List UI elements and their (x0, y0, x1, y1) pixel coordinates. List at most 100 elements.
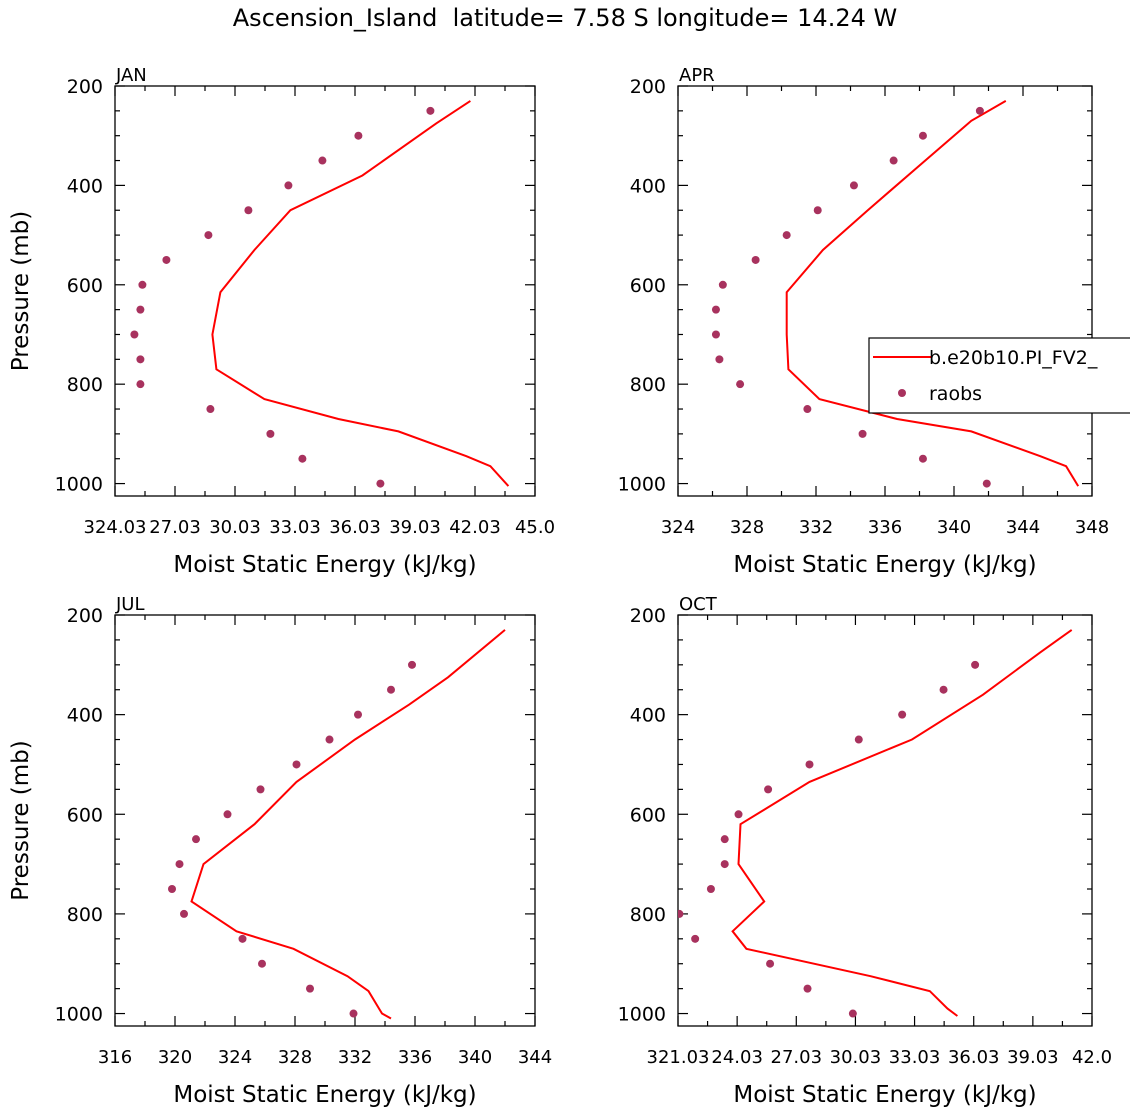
obs-point (256, 785, 265, 794)
legend-model-label: b.e20b10.PI_FV2_ (929, 347, 1098, 369)
y-axis-label: Pressure (mb) (8, 211, 34, 371)
y-tick-label: 600 (67, 275, 103, 297)
x-tick-label: 316 (98, 1047, 132, 1068)
x-tick-label: 328 (278, 1047, 312, 1068)
obs-point (849, 181, 858, 190)
x-tick-label: 320 (158, 1047, 192, 1068)
obs-point (168, 885, 176, 893)
panel-oct: 200 400 600 800 1000 321.03 24.03 27.03 30.03 33.… (618, 594, 1112, 1108)
obs-point (175, 860, 184, 869)
obs-point (764, 785, 773, 794)
x-tick-label: 340 (937, 517, 971, 538)
obs-point (238, 934, 247, 943)
y-tick-label: 600 (630, 275, 666, 297)
y-tick-label: 600 (630, 804, 666, 826)
y-tick-label: 800 (67, 374, 103, 396)
obs-point (982, 479, 991, 488)
x-axis-label: Moist Static Energy (kJ/kg) (733, 1082, 1036, 1108)
obs-point (138, 280, 147, 289)
obs-point (715, 355, 724, 364)
y-tick-label: 800 (630, 904, 666, 926)
obs-point (376, 479, 385, 488)
x-tick-label: 33.03 (269, 517, 321, 538)
y-tick-label: 1000 (55, 1004, 103, 1026)
obs-point (918, 454, 927, 463)
legend-obs-label: raobs (929, 383, 982, 405)
obs-point (782, 231, 791, 240)
obs-point (387, 685, 395, 694)
panel-jul: 200 400 600 800 1000 316 320 324 328 332 336 340 344… (8, 594, 552, 1108)
legend-box (868, 337, 1130, 414)
y-tick-label: 400 (67, 175, 103, 197)
obs-point (848, 1009, 857, 1018)
obs-point (318, 156, 327, 165)
plot-frame (677, 85, 1093, 497)
x-tick-label: 33.03 (889, 1047, 941, 1068)
x-axis-label: Moist Static Energy (kJ/kg) (173, 1082, 476, 1108)
obs-point (734, 810, 743, 819)
obs-point (898, 710, 907, 719)
panel-label: OCT (679, 594, 718, 615)
obs-point (325, 735, 334, 744)
x-tick-label: 344 (518, 1047, 552, 1068)
obs-point (718, 280, 727, 289)
obs-point (180, 909, 188, 918)
obs-point (803, 984, 812, 993)
obs-point (858, 429, 867, 438)
panel-apr: 200 400 600 800 1000 324 328 332 336 340 344 348 APR… (618, 65, 1130, 578)
obs-point (691, 934, 700, 943)
obs-point (136, 380, 145, 389)
y-tick-label: 1000 (55, 474, 103, 496)
y-axis-label: Pressure (mb) (8, 740, 34, 900)
obs-point (204, 231, 213, 240)
panel-label: APR (679, 65, 715, 86)
obs-point (678, 909, 684, 918)
x-tick-label: 332 (338, 1047, 372, 1068)
y-tick-label: 1000 (618, 1004, 666, 1026)
y-tick-label: 1000 (618, 474, 666, 496)
panels: 200 400 600 800 1000 324.03 27.03 30.03 33.03 36.… (8, 65, 1130, 1108)
x-tick-label: 321.03 (647, 1047, 710, 1068)
x-tick-label: 324.03 (84, 517, 147, 538)
obs-point (813, 206, 822, 215)
x-tick-label: 348 (1075, 517, 1109, 538)
obs-point (354, 131, 363, 140)
y-tick-label: 200 (630, 76, 666, 98)
x-tick-label: 30.03 (830, 1047, 882, 1068)
x-tick-label: 328 (730, 517, 764, 538)
panel-label: JUL (115, 594, 145, 615)
plot-area (711, 100, 1080, 488)
y-tick-label: 200 (630, 605, 666, 627)
obs-point (408, 660, 416, 669)
x-tick-label: 39.03 (389, 517, 441, 538)
y-tick-label: 200 (67, 76, 103, 98)
obs-point (258, 959, 266, 968)
obs-point (162, 255, 171, 264)
obs-point (805, 760, 814, 769)
x-tick-label: 336 (398, 1047, 432, 1068)
panel-jan: 200 400 600 800 1000 324.03 27.03 30.03 33.03 36.… (8, 65, 555, 578)
obs-point (711, 330, 720, 339)
legend: b.e20b10.PI_FV2_raobs (868, 337, 1130, 414)
model-line (785, 100, 1080, 487)
x-axis-label: Moist Static Energy (kJ/kg) (173, 552, 476, 578)
y-tick-label: 400 (67, 705, 103, 727)
obs-point (136, 305, 145, 314)
x-tick-label: 27.03 (149, 517, 201, 538)
obs-point (711, 305, 720, 314)
obs-point (266, 429, 275, 438)
obs-point (306, 984, 314, 993)
x-tick-label: 42.0 (1072, 1047, 1112, 1068)
obs-point (354, 710, 362, 719)
obs-point (766, 959, 775, 968)
obs-point (706, 885, 715, 893)
y-tick-label: 400 (630, 705, 666, 727)
y-tick-label: 400 (630, 175, 666, 197)
plot-area (130, 100, 510, 488)
x-tick-label: 36.03 (948, 1047, 1000, 1068)
obs-point (292, 760, 301, 769)
plot-frame (677, 614, 1093, 1027)
plot-area (168, 629, 506, 1020)
obs-point (975, 106, 984, 115)
figure-title: Ascension_Island latitude= 7.58 S longit… (233, 4, 897, 32)
